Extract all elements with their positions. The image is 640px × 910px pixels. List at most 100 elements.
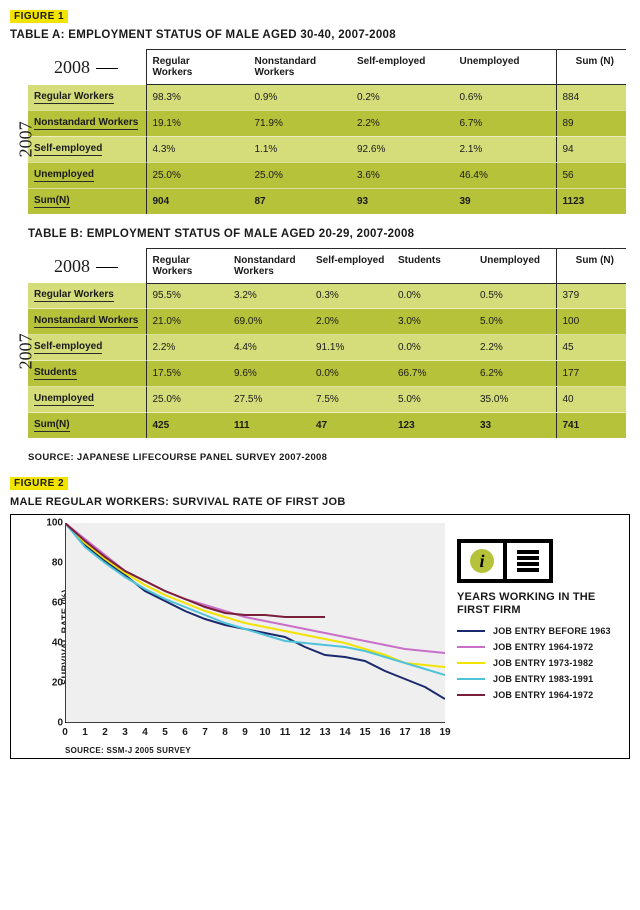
cell: 2.2% — [146, 335, 228, 361]
y-tick: 0 — [41, 718, 63, 729]
column-header: NonstandardWorkers — [228, 248, 310, 283]
legend-label: JOB ENTRY 1964-1972 — [493, 642, 593, 652]
figure-1: FIGURE 1 TABLE A: EMPLOYMENT STATUS OF M… — [10, 10, 630, 463]
row-label: Regular Workers — [28, 85, 146, 111]
legend-label: JOB ENTRY 1973-1982 — [493, 658, 593, 668]
table-a: 2008 2007 RegularWorkersNonstandardWorke… — [10, 49, 630, 214]
y-tick: 20 — [41, 678, 63, 689]
sum-header: Sum (N) — [556, 248, 626, 283]
series-line — [65, 523, 445, 675]
cell: 98.3% — [146, 85, 249, 111]
column-header: RegularWorkers — [146, 50, 249, 85]
legend-item: JOB ENTRY 1973-1982 — [457, 658, 621, 668]
row-label: Nonstandard Workers — [28, 110, 146, 136]
cell: 5.0% — [474, 309, 556, 335]
column-header: Self-employed — [310, 248, 392, 283]
cell: 71.9% — [249, 110, 352, 136]
cell: 40 — [556, 387, 626, 413]
x-tick: 12 — [299, 727, 310, 738]
table-row: Self-employed2.2%4.4%91.1%0.0%2.2%45 — [28, 335, 626, 361]
cell: 25.0% — [146, 387, 228, 413]
figure-1-source: SOURCE: JAPANESE LIFECOURSE PANEL SURVEY… — [28, 452, 630, 463]
x-tick: 3 — [122, 727, 128, 738]
x-tick: 4 — [142, 727, 148, 738]
column-header: Self-employed — [351, 50, 454, 85]
cell: 0.3% — [310, 283, 392, 309]
table-a-row-year: 2007 — [16, 122, 37, 158]
series-line — [65, 523, 325, 617]
cell: 4.3% — [146, 136, 249, 162]
x-tick: 15 — [359, 727, 370, 738]
cell: 3.0% — [392, 309, 474, 335]
cell: 56 — [556, 162, 626, 188]
x-tick: 17 — [399, 727, 410, 738]
table-row: Students17.5%9.6%0.0%66.7%6.2%177 — [28, 361, 626, 387]
row-label: Self-employed — [28, 335, 146, 361]
row-label: Students — [28, 361, 146, 387]
cell: 1.1% — [249, 136, 352, 162]
series-line — [65, 523, 445, 699]
cell: 66.7% — [392, 361, 474, 387]
cell: 27.5% — [228, 387, 310, 413]
cell: 9.6% — [228, 361, 310, 387]
cell: 92.6% — [351, 136, 454, 162]
cell: 0.0% — [310, 361, 392, 387]
figure-1-label: FIGURE 1 — [10, 10, 68, 23]
figure-2: FIGURE 2 MALE REGULAR WORKERS: SURVIVAL … — [10, 477, 630, 759]
table-b-row-year: 2007 — [16, 333, 37, 369]
table-a-col-year: 2008 — [54, 57, 118, 78]
table-row: Nonstandard Workers19.1%71.9%2.2%6.7%89 — [28, 110, 626, 136]
x-tick: 8 — [222, 727, 228, 738]
chart-lines — [65, 523, 445, 723]
table-row: Regular Workers95.5%3.2%0.3%0.0%0.5%379 — [28, 283, 626, 309]
figure-2-label: FIGURE 2 — [10, 477, 68, 490]
table-row: Nonstandard Workers21.0%69.0%2.0%3.0%5.0… — [28, 309, 626, 335]
row-label: Self-employed — [28, 136, 146, 162]
row-label: Regular Workers — [28, 283, 146, 309]
cell: 177 — [556, 361, 626, 387]
x-tick: 10 — [259, 727, 270, 738]
y-tick: 60 — [41, 598, 63, 609]
cell: 5.0% — [392, 387, 474, 413]
cell: 0.6% — [454, 85, 557, 111]
cell: 3.2% — [228, 283, 310, 309]
cell: 100 — [556, 309, 626, 335]
figure-2-title: MALE REGULAR WORKERS: SURVIVAL RATE OF F… — [10, 496, 630, 508]
cell: 884 — [556, 85, 626, 111]
legend-item: JOB ENTRY BEFORE 1963 — [457, 626, 621, 636]
table-row: Unemployed25.0%27.5%7.5%5.0%35.0%40 — [28, 387, 626, 413]
table-row: Regular Workers98.3%0.9%0.2%0.6%884 — [28, 85, 626, 111]
cell: 0.5% — [474, 283, 556, 309]
cell: 2.2% — [351, 110, 454, 136]
y-tick: 100 — [41, 518, 63, 529]
cell: 69.0% — [228, 309, 310, 335]
row-label: Unemployed — [28, 162, 146, 188]
cell: 2.1% — [454, 136, 557, 162]
survival-chart: SURVIVAL RATE (%) i YEARS WORKING IN THE… — [10, 514, 630, 759]
legend-swatch — [457, 630, 485, 632]
legend-title: YEARS WORKING IN THE FIRST FIRM — [457, 591, 621, 616]
cell: 25.0% — [146, 162, 249, 188]
legend-swatch — [457, 678, 485, 680]
x-tick: 14 — [339, 727, 350, 738]
legend-label: JOB ENTRY 1983-1991 — [493, 674, 593, 684]
legend-item: JOB ENTRY 1964-1972 — [457, 642, 621, 652]
cell: 0.0% — [392, 283, 474, 309]
chart-source: SOURCE: SSM-J 2005 SURVEY — [65, 746, 191, 755]
cell: 7.5% — [310, 387, 392, 413]
cell: 379 — [556, 283, 626, 309]
column-header: RegularWorkers — [146, 248, 228, 283]
cell: 0.0% — [392, 335, 474, 361]
cell: 45 — [556, 335, 626, 361]
legend-swatch — [457, 694, 485, 696]
cell: 17.5% — [146, 361, 228, 387]
cell: 94 — [556, 136, 626, 162]
cell: 2.2% — [474, 335, 556, 361]
legend-icon: i — [457, 539, 553, 583]
x-tick: 7 — [202, 727, 208, 738]
legend-swatch — [457, 662, 485, 664]
chart-legend: i YEARS WORKING IN THE FIRST FIRM JOB EN… — [457, 539, 621, 706]
table-b-title: TABLE B: EMPLOYMENT STATUS OF MALE AGED … — [28, 228, 630, 240]
column-header: Unemployed — [474, 248, 556, 283]
x-tick: 11 — [280, 727, 291, 738]
